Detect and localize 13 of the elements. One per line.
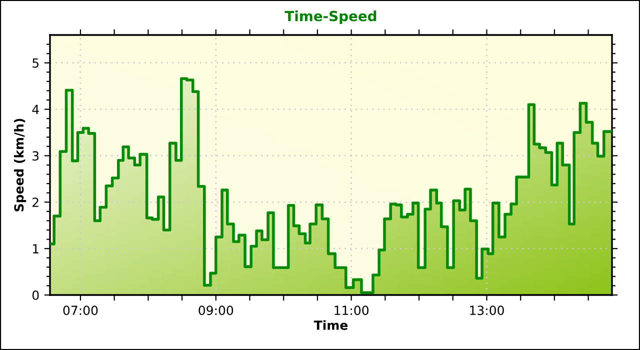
y-tick-label: 4 xyxy=(32,104,39,114)
y-axis-title: Speed (km/h) xyxy=(14,118,26,212)
y-tick-label: 0 xyxy=(32,290,39,300)
x-tick-label: 07:00 xyxy=(63,306,98,316)
y-tick-label: 3 xyxy=(32,151,39,161)
x-tick-label: 11:00 xyxy=(334,306,368,316)
y-tick-label: 5 xyxy=(32,58,38,68)
x-axis-title: Time xyxy=(314,320,348,330)
x-tick-label: 09:00 xyxy=(198,306,234,316)
x-tick-label: 13:00 xyxy=(470,306,504,316)
chart-title: Time-Speed xyxy=(284,10,376,24)
y-tick-label: 1 xyxy=(33,244,38,254)
y-tick-label: 2 xyxy=(32,198,38,207)
